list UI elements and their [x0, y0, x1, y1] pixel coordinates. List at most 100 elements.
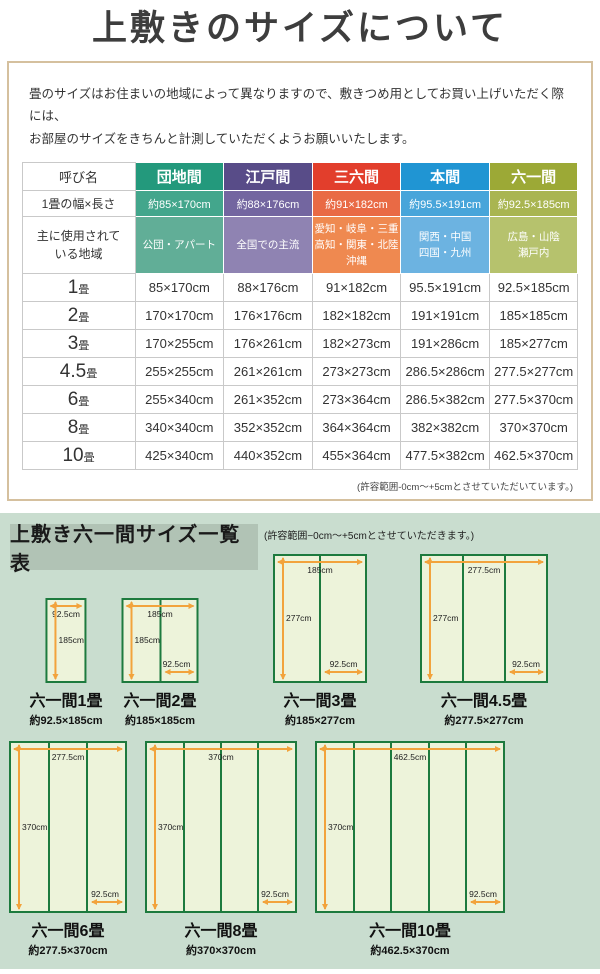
panel-divider [353, 742, 356, 911]
size-value-cell: 425×340cm [134, 441, 225, 470]
tatami-count: 2 [67, 304, 79, 326]
size-value-cell: 91×182cm [311, 273, 402, 302]
row-label-size: 2畳 [21, 301, 136, 330]
panel-divider [390, 742, 393, 911]
panel-divider [427, 742, 430, 911]
width-length-cell: 約88×176cm [223, 190, 313, 217]
column-header: 三六間 [311, 162, 402, 191]
row-label-size: 4.5畳 [21, 357, 136, 386]
column-header: 六一間 [488, 162, 579, 191]
panel-divider [319, 555, 321, 681]
page-title: 上敷きのサイズについて [92, 8, 508, 49]
size-value-cell: 455×364cm [311, 441, 402, 470]
left-dimension-line [282, 557, 284, 679]
intro-text: 畳のサイズはお住まいの地域によって異なりますので、敷きつめ用としてお買い上げいた… [29, 86, 564, 146]
top-dimension-line [50, 604, 82, 607]
diagram-name: 六一間6畳 [31, 922, 105, 940]
column-header: 江戸間 [223, 162, 313, 191]
diagram-name: 六一間2畳 [123, 692, 197, 710]
panel-divider [47, 742, 50, 911]
size-value-cell: 440×352cm [223, 441, 313, 470]
size-value-cell: 477.5×382cm [400, 441, 490, 470]
panel-width-label: 92.5cm [329, 658, 358, 669]
tatami-count: 1 [67, 276, 79, 298]
panel-width-line [470, 900, 500, 903]
panel-divider [183, 742, 185, 911]
panel-divider [85, 742, 88, 911]
tatami-unit: 畳 [78, 423, 90, 436]
top-dimension-label: 185cm [147, 608, 173, 619]
top-dimension-line [320, 747, 500, 750]
tatami-unit: 畳 [86, 367, 98, 380]
top-dimension-line [278, 560, 362, 563]
tatami-unit: 畳 [83, 451, 95, 464]
panel-width-label: 92.5cm [91, 888, 119, 899]
panel-width-line [92, 900, 122, 903]
width-length-cell: 約85×170cm [134, 190, 225, 217]
diagram-section-title: 上敷き六一間サイズ一覧表 [10, 523, 258, 575]
size-value-cell: 95.5×191cm [400, 273, 490, 302]
size-value-cell: 255×255cm [134, 357, 225, 386]
tolerance-note: (許容範囲-0cm〜+5cmとさせていただいています。) [357, 482, 573, 493]
tatami-rect: 462.5cm 370cm 92.5cm [315, 740, 505, 913]
size-value-cell: 191×191cm [400, 301, 490, 330]
size-value-cell: 176×176cm [223, 301, 313, 330]
row-label-size: 1畳 [21, 273, 136, 302]
tatami-unit: 畳 [78, 395, 90, 408]
panel-divider [159, 599, 161, 681]
tatami-rect: 370cm 370cm 92.5cm [145, 740, 297, 913]
tatami-rect: 185cm 277cm 92.5cm [273, 553, 367, 683]
size-value-cell: 261×261cm [223, 357, 313, 386]
left-dimension-label: 370cm [22, 821, 48, 832]
width-length-cell: 約95.5×191cm [400, 190, 490, 217]
tatami-count: 10 [62, 444, 84, 466]
panel-width-label: 92.5cm [469, 888, 497, 899]
panel-divider [503, 555, 506, 681]
size-value-cell: 352×352cm [223, 413, 313, 442]
region-cell: 広島・山陰 瀬戸内 [488, 216, 579, 274]
width-length-cell: 約91×182cm [311, 190, 402, 217]
tatami-diagram: 370cm 370cm 92.5cm 六一間8畳 約370×370cm [145, 740, 297, 958]
region-cell: 全国での主流 [223, 216, 313, 274]
tatami-unit: 畳 [78, 283, 90, 296]
left-dimension-line [324, 744, 326, 909]
diagram-size-label: 約185×277cm [284, 714, 356, 727]
size-value-cell: 286.5×286cm [400, 357, 490, 386]
table-row: 2畳 170×170cm 176×176cm 182×182cm 191×191cm 18… [21, 301, 579, 330]
diagram-size-label: 約462.5×370cm [370, 944, 450, 957]
top-dimension-line [126, 604, 194, 607]
tatami-diagram: 185cm 277cm 92.5cm 六一間3畳 約185×277cm [273, 553, 367, 728]
left-dimension-line [154, 744, 156, 909]
row-label-size: 10畳 [21, 441, 136, 470]
size-value-cell: 191×286cm [400, 329, 490, 358]
tatami-rect: 277.5cm 277cm 92.5cm [420, 553, 548, 683]
left-dimension-label: 277cm [286, 613, 312, 623]
diagram-name: 六一間1畳 [29, 692, 103, 710]
left-dimension-label: 370cm [158, 821, 184, 832]
panel-divider [220, 742, 222, 911]
panel-divider [257, 742, 259, 911]
panel-width-line [325, 670, 362, 673]
size-value-cell: 382×382cm [400, 413, 490, 442]
top-dimension-line [425, 560, 543, 563]
size-table-body: 呼び名 団地間 江戸間 三六間 本間 六一間 1畳の幅×長さ 約85×170cm 約88×176… [21, 162, 579, 470]
size-value-cell: 364×364cm [311, 413, 402, 442]
tatami-diagram: 92.5cm 185cm 六一間1畳 約92.5×185cm [29, 597, 103, 728]
top-dimension-line [14, 747, 122, 750]
top-dimension-label: 185cm [307, 564, 333, 575]
top-dimension-line [150, 747, 292, 750]
size-value-cell: 277.5×277cm [488, 357, 579, 386]
region-cell: 関西・中国 四国・九州 [400, 216, 490, 274]
panel-width-line [263, 900, 292, 903]
left-dimension-label: 370cm [328, 821, 354, 832]
size-value-cell: 185×185cm [488, 301, 579, 330]
table-row: 3畳 170×255cm 176×261cm 182×273cm 191×286cm 18… [21, 329, 579, 358]
top-dimension-label: 277.5cm [51, 751, 85, 762]
size-value-cell: 277.5×370cm [488, 385, 579, 414]
diagram-size-label: 約92.5×185cm [29, 714, 103, 727]
table-row-width-length: 1畳の幅×長さ 約85×170cm 約88×176cm 約91×182cm 約95.5×… [21, 190, 579, 217]
size-value-cell: 370×370cm [488, 413, 579, 442]
diagram-name: 六一間8畳 [184, 922, 258, 940]
size-value-cell: 170×255cm [134, 329, 225, 358]
top-dimension-label: 370cm [208, 751, 234, 762]
